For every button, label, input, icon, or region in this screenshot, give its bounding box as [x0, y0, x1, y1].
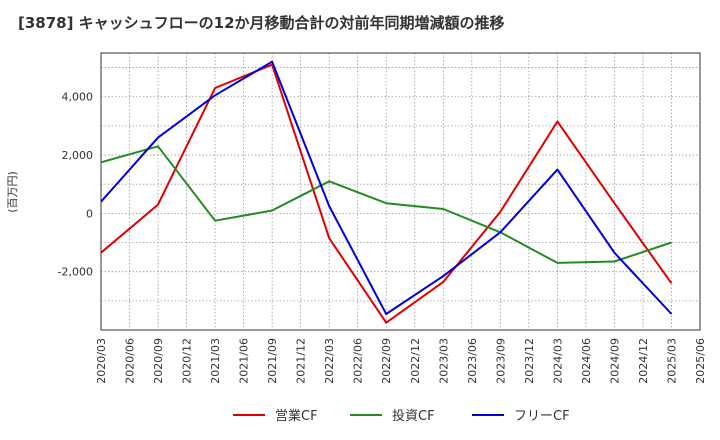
x-tick-label: 2024/06: [580, 338, 593, 384]
x-tick-label: 2020/09: [152, 338, 165, 384]
series-line: [100, 63, 673, 324]
x-tick-label: 2025/06: [694, 338, 707, 384]
x-tick-label: 2020/03: [95, 338, 108, 384]
legend-label: 営業CF: [275, 408, 318, 424]
x-tick-label: 2022/09: [380, 338, 393, 384]
legend: 営業CF 投資CF フリーCF: [233, 408, 570, 424]
x-tick-label: 2022/12: [409, 338, 422, 384]
x-tick-label: 2023/06: [466, 338, 479, 384]
series-line: [100, 60, 673, 315]
chart-title: [3878] キャッシュフローの12か月移動合計の対前年同期増減額の推移: [18, 14, 505, 32]
x-tick-label: 2022/03: [323, 338, 336, 384]
y-tick-label: 4,000: [62, 91, 94, 104]
x-tick-label: 2023/09: [494, 338, 507, 384]
x-tick-label: 2020/06: [124, 338, 137, 384]
x-tick-label: 2025/03: [665, 338, 678, 384]
x-tick-label: 2021/09: [266, 338, 279, 384]
x-tick-label: 2020/12: [181, 338, 194, 384]
x-tick-label: 2023/03: [437, 338, 450, 384]
x-tick-label: 2021/06: [238, 338, 251, 384]
x-tick-label: 2023/12: [523, 338, 536, 384]
legend-label: 投資CF: [392, 408, 435, 424]
x-axis-ticks: 2020/03 2020/06 2020/09 2020/12 2021/03 2021/…: [95, 338, 707, 384]
x-tick-label: 2024/09: [608, 338, 621, 384]
plot-frame: [100, 52, 701, 331]
y-tick-label: 0: [86, 207, 93, 220]
x-tick-label: 2024/12: [637, 338, 650, 384]
x-tick-label: 2021/12: [295, 338, 308, 384]
x-tick-label: 2021/03: [209, 338, 222, 384]
y-axis-ticks: -2,000 0 2,000 4,000: [58, 91, 93, 279]
legend-label: フリーCF: [514, 409, 570, 424]
series-line: [100, 145, 672, 264]
x-tick-label: 2024/03: [551, 338, 564, 384]
y-tick-label: 2,000: [62, 149, 94, 162]
grid-lines: [100, 53, 701, 330]
x-tick-label: 2022/06: [352, 338, 365, 384]
series-lines: [100, 60, 673, 324]
y-axis-title: (百万円): [6, 171, 19, 213]
y-tick-label: -2,000: [58, 266, 93, 279]
